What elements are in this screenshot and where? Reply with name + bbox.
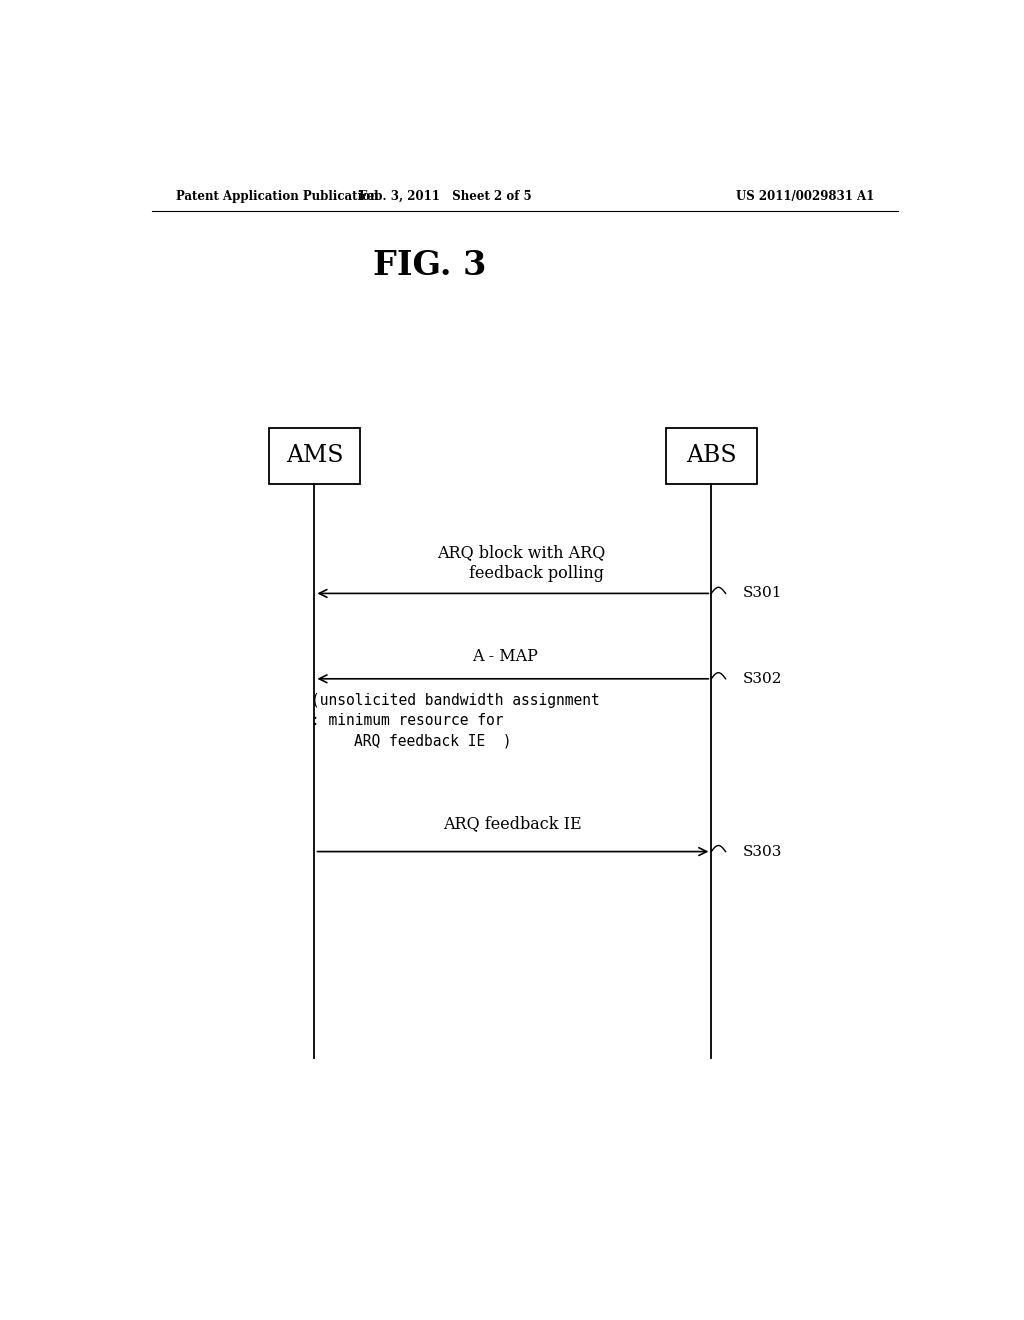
- Bar: [666, 428, 757, 483]
- Text: A - MAP: A - MAP: [472, 648, 538, 665]
- Text: ABS: ABS: [686, 445, 736, 467]
- Text: (unsolicited bandwidth assignment: (unsolicited bandwidth assignment: [310, 693, 599, 708]
- Text: S303: S303: [743, 845, 782, 858]
- Text: ARQ feedback IE: ARQ feedback IE: [443, 816, 583, 833]
- Text: S301: S301: [743, 586, 782, 601]
- Text: feedback polling: feedback polling: [469, 565, 604, 582]
- Text: AMS: AMS: [286, 445, 343, 467]
- Bar: [269, 428, 360, 483]
- Text: Feb. 3, 2011   Sheet 2 of 5: Feb. 3, 2011 Sheet 2 of 5: [359, 190, 531, 202]
- Text: ARQ feedback IE  ): ARQ feedback IE ): [354, 734, 512, 748]
- Text: FIG. 3: FIG. 3: [373, 248, 486, 281]
- Text: ARQ block with ARQ: ARQ block with ARQ: [436, 544, 605, 561]
- Text: Patent Application Publication: Patent Application Publication: [176, 190, 378, 202]
- Text: S302: S302: [743, 672, 782, 686]
- Text: US 2011/0029831 A1: US 2011/0029831 A1: [735, 190, 873, 202]
- Text: : minimum resource for: : minimum resource for: [310, 713, 503, 727]
